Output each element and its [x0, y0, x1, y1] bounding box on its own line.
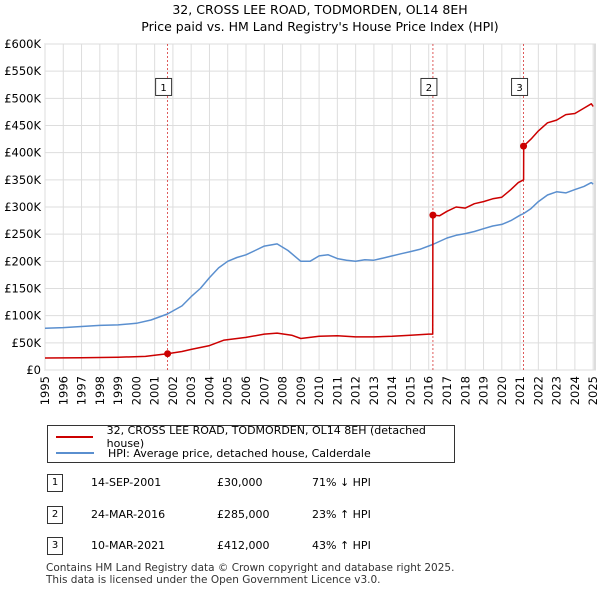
- y-tick-label: £500K: [4, 91, 41, 105]
- x-tick-label: 2001: [148, 376, 162, 405]
- x-tick-label: 2004: [202, 376, 216, 405]
- transaction-price: £285,000: [217, 508, 270, 521]
- transaction-hpi: 23% ↑ HPI: [312, 508, 371, 521]
- footer-license: This data is licensed under the Open Gov…: [46, 574, 454, 586]
- transaction-number: 2: [47, 506, 63, 524]
- legend-hpi-label: HPI: Average price, detached house, Cald…: [108, 447, 371, 460]
- transaction-date: 24-MAR-2016: [91, 508, 165, 521]
- x-tick-label: 1995: [38, 376, 52, 405]
- y-tick-label: £300K: [4, 200, 41, 214]
- y-tick-label: £100K: [4, 309, 41, 323]
- x-tick-label: 2012: [349, 376, 363, 405]
- footer-copyright: Contains HM Land Registry data © Crown c…: [46, 562, 454, 574]
- x-tick-label: 2007: [257, 376, 271, 405]
- x-tick-label: 1996: [56, 376, 70, 405]
- x-tick-label: 2009: [294, 376, 308, 405]
- legend: 32, CROSS LEE ROAD, TODMORDEN, OL14 8EH …: [47, 425, 455, 463]
- y-tick-label: £250K: [4, 227, 41, 241]
- x-tick-label: 2024: [568, 376, 582, 405]
- transaction-hpi: 71% ↓ HPI: [312, 476, 371, 489]
- price-chart: 32, CROSS LEE ROAD, TODMORDEN, OL14 8EH …: [0, 0, 600, 420]
- y-tick-label: £50K: [12, 336, 42, 350]
- transaction-number: 3: [47, 537, 63, 555]
- x-tick-label: 1999: [111, 376, 125, 405]
- x-tick-label: 2020: [495, 376, 509, 405]
- x-tick-label: 2019: [477, 376, 491, 405]
- x-tick-label: 2011: [330, 376, 344, 405]
- y-tick-label: £0: [26, 363, 41, 377]
- y-tick-label: £600K: [4, 37, 41, 51]
- x-tick-label: 2018: [458, 376, 472, 405]
- sale-marker-label: 3: [516, 83, 522, 94]
- x-tick-label: 2008: [276, 376, 290, 405]
- x-tick-label: 2000: [129, 376, 143, 405]
- transaction-date: 10-MAR-2021: [91, 539, 165, 552]
- x-tick-label: 2025: [586, 376, 600, 405]
- sale-marker-label: 1: [160, 83, 166, 94]
- transaction-hpi: 43% ↑ HPI: [312, 539, 371, 552]
- transaction-price: £412,000: [217, 539, 270, 552]
- sale-point: [520, 143, 527, 150]
- x-tick-label: 2005: [221, 376, 235, 405]
- x-tick-label: 1997: [75, 376, 89, 405]
- y-tick-label: £200K: [4, 254, 41, 268]
- y-tick-label: £150K: [4, 282, 41, 296]
- transaction-date: 14-SEP-2001: [91, 476, 161, 489]
- x-tick-label: 2023: [550, 376, 564, 405]
- sale-point: [164, 350, 171, 357]
- chart-subtitle: Price paid vs. HM Land Registry's House …: [141, 19, 498, 34]
- y-tick-label: £350K: [4, 173, 41, 187]
- chart-title: 32, CROSS LEE ROAD, TODMORDEN, OL14 8EH: [172, 2, 467, 17]
- transaction-number: 1: [47, 474, 63, 492]
- legend-hpi-swatch: [56, 452, 94, 454]
- x-tick-label: 2022: [531, 376, 545, 405]
- x-tick-label: 2016: [422, 376, 436, 405]
- y-tick-label: £400K: [4, 146, 41, 160]
- x-tick-label: 2021: [513, 376, 527, 405]
- x-tick-label: 2002: [166, 376, 180, 405]
- x-tick-label: 1998: [93, 376, 107, 405]
- footer: Contains HM Land Registry data © Crown c…: [46, 562, 454, 586]
- x-tick-label: 2015: [403, 376, 417, 405]
- sale-point: [429, 212, 436, 219]
- x-tick-label: 2013: [367, 376, 381, 405]
- legend-item-property: 32, CROSS LEE ROAD, TODMORDEN, OL14 8EH …: [56, 430, 454, 444]
- transaction-price: £30,000: [217, 476, 263, 489]
- y-tick-label: £450K: [4, 119, 41, 133]
- x-tick-label: 2014: [385, 376, 399, 405]
- y-tick-label: £550K: [4, 64, 41, 78]
- x-tick-label: 2017: [440, 376, 454, 405]
- x-tick-label: 2003: [184, 376, 198, 405]
- legend-item-hpi: HPI: Average price, detached house, Cald…: [56, 446, 371, 460]
- x-tick-label: 2006: [239, 376, 253, 405]
- x-axis-labels: 1995 1996 1997 1998 1999 2000 2001 2002 2003 2004…: [38, 376, 600, 405]
- y-axis-labels: £0 £50K £100K £150K £200K £250K £300K £350K £400…: [4, 37, 41, 377]
- x-tick-label: 2010: [312, 376, 326, 405]
- sale-marker-label: 2: [426, 83, 432, 94]
- legend-property-swatch: [56, 436, 93, 438]
